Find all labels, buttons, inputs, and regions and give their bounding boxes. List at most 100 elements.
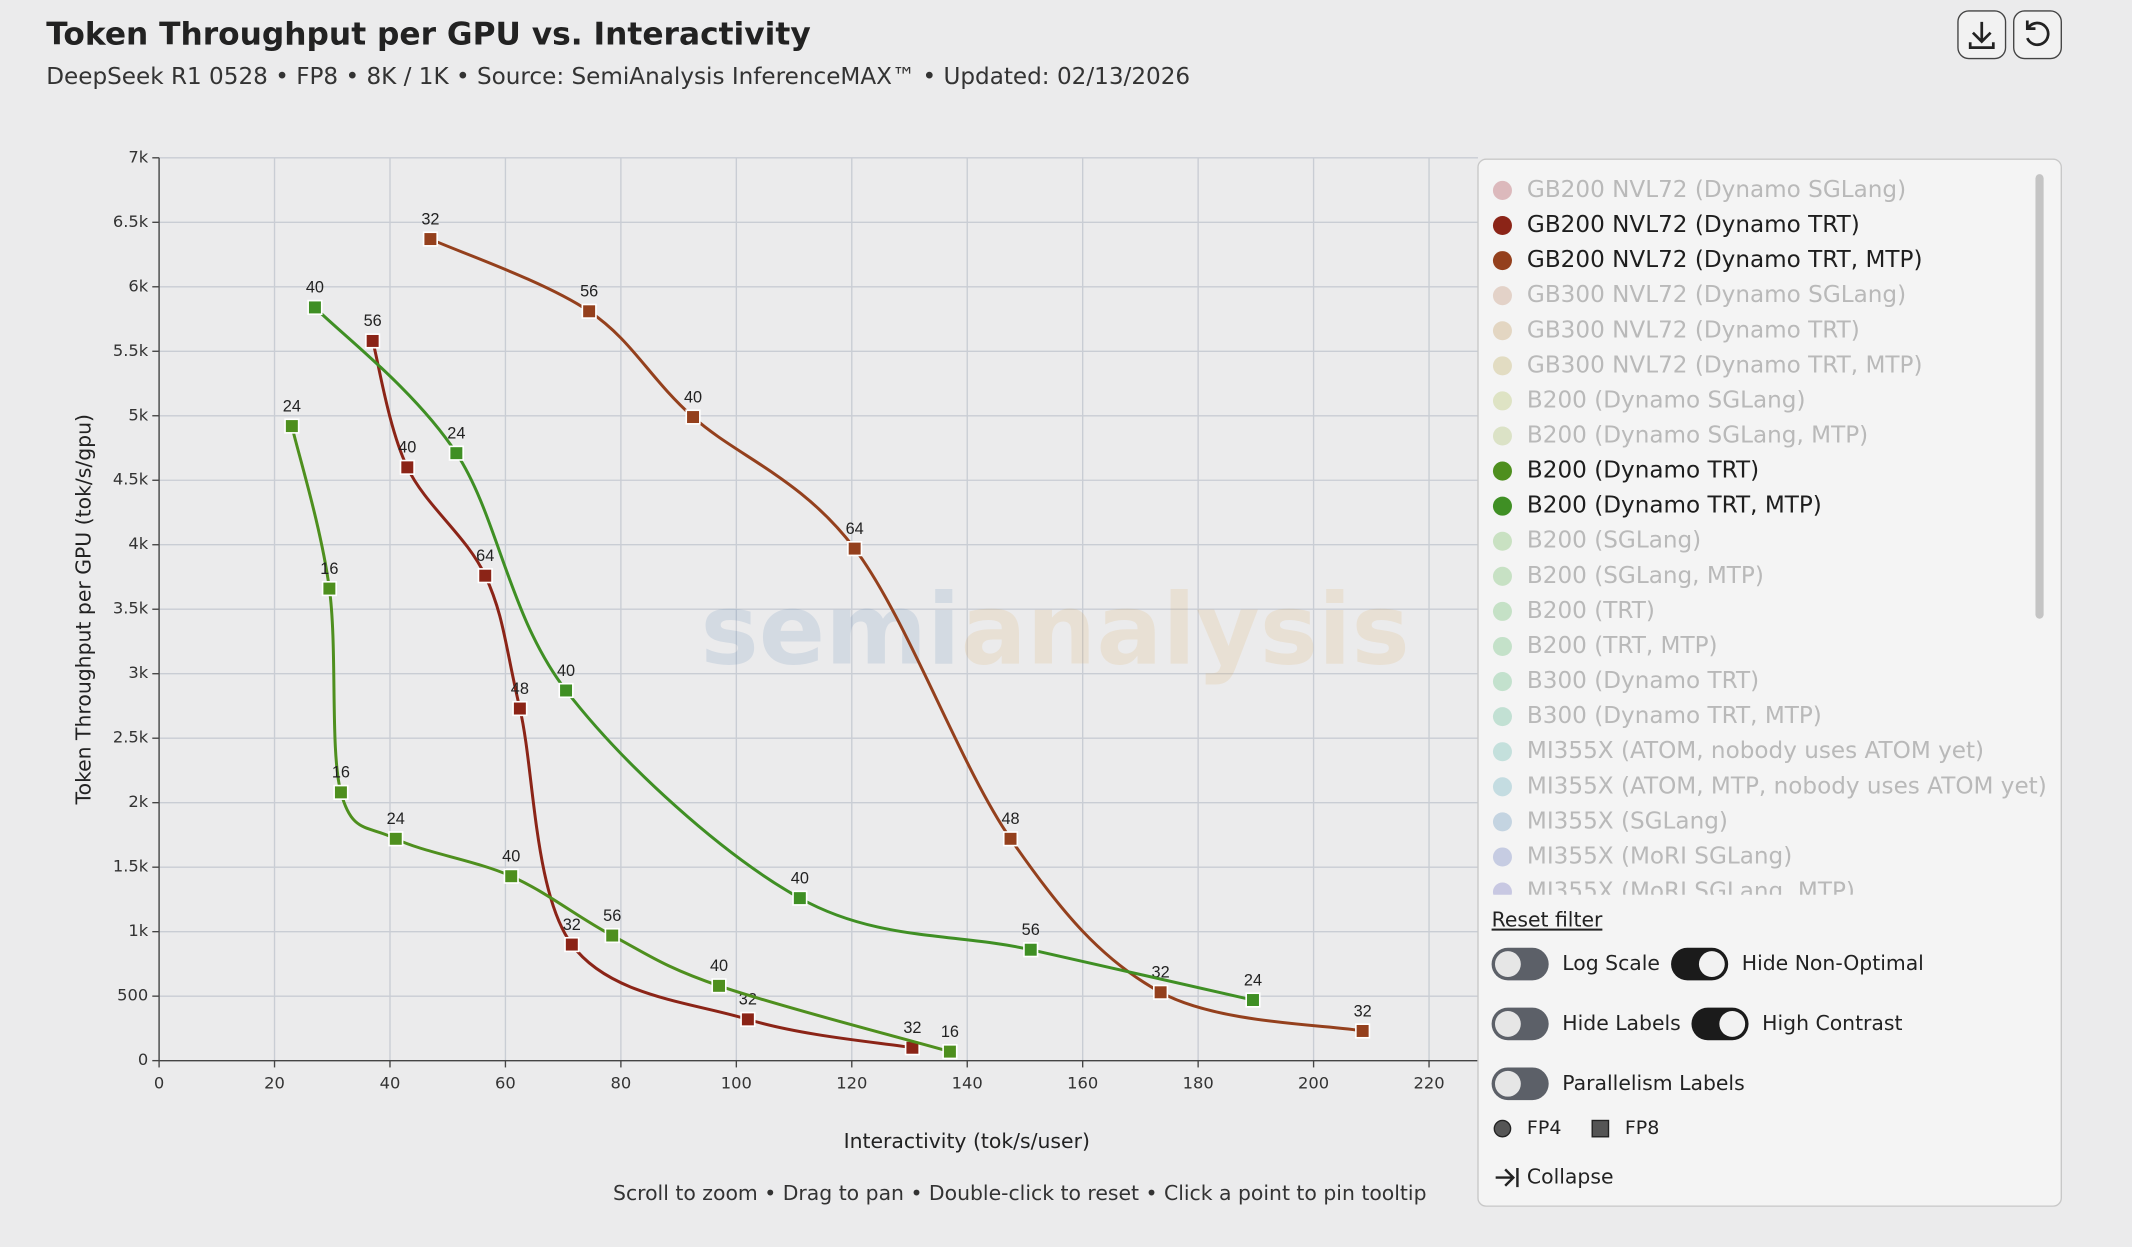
legend-swatch	[1492, 566, 1512, 586]
toggle-label: High Contrast	[1762, 1011, 1902, 1035]
data-point[interactable]	[847, 540, 863, 557]
download-button[interactable]	[1957, 10, 2007, 60]
point-label: 40	[306, 279, 324, 297]
legend-label: B200 (TRT, MTP)	[1527, 633, 1718, 659]
point-label: 24	[387, 810, 405, 828]
legend-label: GB300 NVL72 (Dynamo TRT, MTP)	[1527, 352, 1923, 378]
data-point[interactable]	[321, 580, 337, 597]
legend-item[interactable]: GB300 NVL72 (Dynamo TRT, MTP)	[1492, 352, 1923, 378]
reset-filter[interactable]: Reset filter	[1492, 908, 1603, 932]
legend-item[interactable]: MI355X (ATOM, MTP, nobody uses ATOM yet)	[1492, 773, 2047, 799]
data-point[interactable]	[1153, 984, 1169, 1000]
point-label: 32	[563, 916, 581, 934]
data-point[interactable]	[1245, 992, 1261, 1008]
data-point[interactable]	[512, 700, 528, 717]
data-point[interactable]	[711, 978, 727, 994]
data-point[interactable]	[942, 1043, 958, 1060]
legend-item[interactable]: MI355X (ATOM, nobody uses ATOM yet)	[1492, 738, 1984, 764]
data-point[interactable]	[564, 936, 580, 953]
legend-item[interactable]: MI355X (MoRI SGLang)	[1492, 843, 1792, 869]
point-label: 56	[364, 312, 382, 330]
legend-item[interactable]: B200 (TRT)	[1492, 598, 1655, 624]
point-label: 16	[320, 560, 338, 578]
collapse-label[interactable]: Collapse	[1527, 1165, 1614, 1189]
data-point[interactable]	[558, 682, 574, 699]
legend-swatch	[1492, 461, 1512, 481]
legend-item[interactable]: GB200 NVL72 (Dynamo TRT, MTP)	[1492, 247, 1923, 273]
point-label: 48	[511, 680, 529, 698]
data-point[interactable]	[477, 568, 493, 584]
toggle[interactable]: Log Scale	[1491, 947, 1660, 981]
y-tick-label: 4k	[128, 534, 148, 553]
data-point[interactable]	[448, 445, 464, 461]
legend-item[interactable]: MI355X (MoRI SGLang, MTP)	[1492, 879, 1855, 905]
y-tick-label: 3k	[128, 663, 148, 682]
point-label: 40	[398, 439, 416, 457]
legend-swatch	[1492, 742, 1512, 762]
data-point[interactable]	[581, 303, 597, 319]
toggle-label: Log Scale	[1562, 951, 1660, 975]
data-point[interactable]	[1355, 1023, 1371, 1039]
legend-item[interactable]: B200 (Dynamo TRT)	[1492, 458, 1759, 484]
legend: GB200 NVL72 (Dynamo SGLang) GB200 NVL72 (…	[1492, 177, 2047, 905]
data-point[interactable]	[422, 231, 439, 247]
legend-item[interactable]: GB200 NVL72 (Dynamo SGLang)	[1492, 177, 1906, 203]
scrollbar[interactable]	[2035, 174, 2044, 619]
data-point[interactable]	[503, 868, 519, 884]
reset-button[interactable]	[2013, 10, 2062, 60]
point-label: 40	[557, 662, 575, 680]
legend-swatch	[1492, 180, 1512, 200]
legend-item[interactable]: GB300 NVL72 (Dynamo TRT)	[1492, 317, 1860, 343]
y-tick-label: 7k	[128, 147, 148, 166]
data-point[interactable]	[333, 784, 349, 800]
data-point[interactable]	[1002, 831, 1019, 847]
legend-label: B300 (Dynamo TRT)	[1527, 668, 1759, 694]
series-line	[313, 306, 1254, 1002]
data-point[interactable]	[740, 1011, 756, 1027]
legend-item[interactable]: B200 (TRT, MTP)	[1492, 633, 1718, 659]
data-point[interactable]	[399, 459, 415, 475]
toggle-knob	[1494, 951, 1521, 978]
point-label: 16	[332, 764, 350, 782]
data-point[interactable]	[1023, 942, 1039, 958]
legend-label: MI355X (ATOM, MTP, nobody uses ATOM yet)	[1527, 773, 2047, 799]
toggle[interactable]: High Contrast	[1691, 1007, 1903, 1041]
legend-item[interactable]: GB300 NVL72 (Dynamo SGLang)	[1492, 282, 1906, 308]
data-point[interactable]	[792, 890, 808, 906]
data-point[interactable]	[388, 831, 404, 847]
x-axis-title: Interactivity (tok/s/user)	[844, 1129, 1090, 1153]
point-label: 56	[603, 907, 621, 925]
data-point[interactable]	[604, 927, 620, 944]
legend-item[interactable]: B300 (Dynamo TRT, MTP)	[1492, 703, 1822, 729]
legend-label: MI355X (ATOM, nobody uses ATOM yet)	[1527, 738, 1984, 764]
data-point[interactable]	[365, 333, 381, 349]
legend-item[interactable]: B200 (SGLang)	[1492, 528, 1701, 554]
y-tick-label: 6.5k	[113, 212, 149, 231]
data-point[interactable]	[284, 418, 300, 434]
legend-item[interactable]: MI355X (SGLang)	[1492, 808, 1728, 834]
legend-item[interactable]: B200 (SGLang, MTP)	[1492, 563, 1764, 589]
y-tick-label: 2k	[128, 792, 148, 811]
data-point[interactable]	[307, 299, 323, 316]
toggle[interactable]: Hide Labels	[1491, 1007, 1681, 1041]
watermark-part: analysis	[961, 573, 1410, 687]
y-tick-label: 2.5k	[113, 728, 149, 747]
legend-label: B200 (Dynamo TRT)	[1527, 458, 1759, 484]
legend-swatch	[1492, 391, 1512, 411]
watermark: semianalysis	[700, 573, 1409, 687]
legend-item[interactable]: GB200 NVL72 (Dynamo TRT)	[1492, 212, 1860, 238]
legend-item[interactable]: B300 (Dynamo TRT)	[1492, 668, 1759, 694]
y-tick-label: 1k	[128, 921, 148, 940]
legend-swatch	[1492, 707, 1512, 727]
legend-item[interactable]: B200 (Dynamo SGLang)	[1492, 387, 1806, 413]
legend-item[interactable]: B200 (Dynamo SGLang, MTP)	[1492, 422, 1868, 448]
toggle[interactable]: Parallelism Labels	[1491, 1067, 1745, 1101]
data-point[interactable]	[685, 409, 701, 425]
point-label: 32	[1354, 1002, 1372, 1020]
toggle-label: Hide Non-Optimal	[1742, 951, 1924, 975]
legend-label: GB200 NVL72 (Dynamo SGLang)	[1527, 177, 1906, 203]
toggle[interactable]: Hide Non-Optimal	[1671, 947, 1924, 981]
legend-item[interactable]: B200 (Dynamo TRT, MTP)	[1492, 493, 1822, 519]
footer-hint: Scroll to zoom • Drag to pan • Double-cl…	[613, 1181, 1426, 1205]
